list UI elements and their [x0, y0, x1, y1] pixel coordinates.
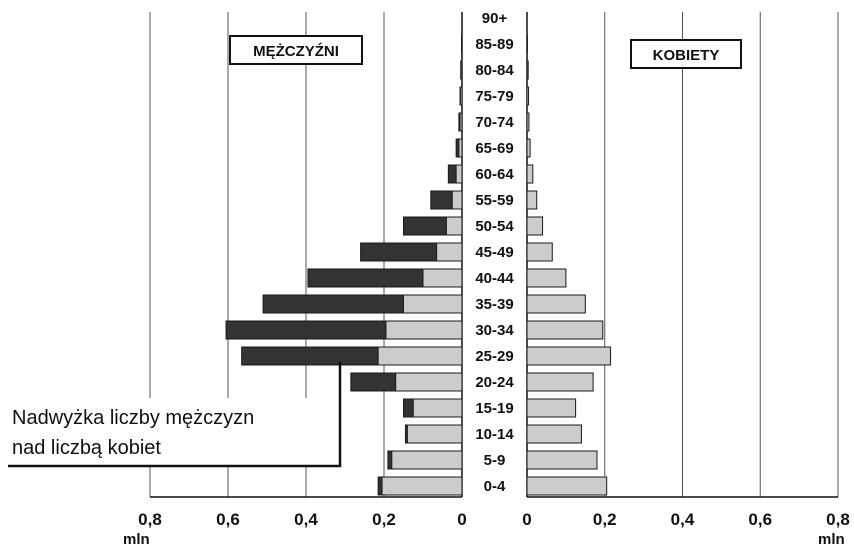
female-title-box: KOBIETY [630, 39, 742, 69]
annotation-line-2: nad liczbą kobiet [12, 437, 161, 459]
age-label: 35-39 [475, 296, 513, 313]
female-bar-25-29 [526, 346, 612, 366]
male-base-bar-55-59 [451, 190, 463, 210]
male-base-bar-30-34 [385, 320, 463, 340]
female-bar-30-34 [526, 320, 604, 340]
female-bar-70-74 [526, 112, 530, 132]
male-base-bar-45-49 [436, 242, 463, 262]
female-bar-20-24 [526, 372, 594, 392]
age-label: 40-44 [475, 270, 514, 287]
right-panel-grid [526, 12, 839, 498]
female-title: KOBIETY [653, 47, 720, 64]
age-label: 30-34 [475, 322, 514, 339]
right-tick-label: 0,6 [748, 510, 772, 529]
female-bar-5-9 [526, 450, 598, 470]
female-bars [526, 34, 612, 496]
left-tick-label: 0 [457, 510, 466, 529]
age-label: 25-29 [475, 348, 513, 365]
female-bar-40-44 [526, 268, 567, 288]
age-label: 20-24 [475, 374, 514, 391]
age-label: 60-64 [475, 166, 514, 183]
age-label: 85-89 [475, 36, 513, 53]
right-unit-label: mln [818, 531, 845, 548]
age-label: 0-4 [484, 478, 506, 495]
male-base-bar-65-69 [458, 138, 463, 158]
male-base-bar-15-19 [412, 398, 463, 418]
female-bar-45-49 [526, 242, 553, 262]
left-tick-label: 0,2 [372, 510, 396, 529]
right-tick-label: 0 [522, 510, 531, 529]
male-base-bar-10-14 [406, 424, 463, 444]
annotation-leader-line [8, 362, 342, 468]
left-tick-label: 0,6 [216, 510, 240, 529]
left-tick-label: 0,8 [138, 510, 162, 529]
age-label: 55-59 [475, 192, 513, 209]
right-tick-label: 0,4 [671, 510, 695, 529]
male-base-bar-60-64 [455, 164, 463, 184]
male-base-bar-80-84 [460, 60, 463, 80]
age-label: 70-74 [475, 114, 514, 131]
annotation-line-1: Nadwyżka liczby mężczyzn [12, 407, 254, 429]
female-bar-35-39 [526, 294, 586, 314]
age-label: 50-54 [475, 218, 514, 235]
age-group-labels: 0-4 5-9 10-14 15-19 20-24 25-29 30-34 35-39 40-4… [475, 10, 514, 495]
female-bar-55-59 [526, 190, 538, 210]
female-bar-0-4 [526, 476, 608, 496]
age-label: 65-69 [475, 140, 513, 157]
female-bar-80-84 [526, 60, 529, 80]
age-label: 10-14 [475, 426, 514, 443]
female-bar-65-69 [526, 138, 531, 158]
right-tick-label: 0,8 [826, 510, 850, 529]
male-base-bar-35-39 [403, 294, 463, 314]
age-label: 75-79 [475, 88, 513, 105]
male-base-bar-20-24 [395, 372, 463, 392]
male-base-bar-70-74 [459, 112, 463, 132]
female-bar-75-79 [526, 86, 530, 106]
male-base-bar-25-29 [377, 346, 463, 366]
male-title: MĘŻCZYŹNI [253, 43, 339, 60]
male-base-bar-75-79 [459, 86, 463, 106]
age-label: 5-9 [484, 452, 506, 469]
age-label: 15-19 [475, 400, 513, 417]
male-title-box: MĘŻCZYŹNI [229, 35, 363, 65]
female-bar-50-54 [526, 216, 544, 236]
left-unit-label: mln [123, 531, 150, 548]
age-label: 90+ [482, 10, 508, 27]
age-label: 80-84 [475, 62, 514, 79]
female-bar-15-19 [526, 398, 577, 418]
female-bar-60-64 [526, 164, 534, 184]
male-base-bar-5-9 [391, 450, 463, 470]
surplus-annotation: Nadwyżka liczby mężczyzn nad liczbą kobi… [8, 362, 342, 468]
female-bar-10-14 [526, 424, 582, 444]
axis-tick-labels: 0 0 0,2 0,2 0,4 0,4 0,6 0,6 0,8 0,8 [138, 510, 850, 529]
male-bars [225, 34, 463, 496]
male-base-bar-40-44 [422, 268, 463, 288]
left-tick-label: 0,4 [294, 510, 318, 529]
male-base-bar-50-54 [445, 216, 463, 236]
male-base-bar-0-4 [381, 476, 463, 496]
age-label: 45-49 [475, 244, 513, 261]
right-tick-label: 0,2 [593, 510, 617, 529]
